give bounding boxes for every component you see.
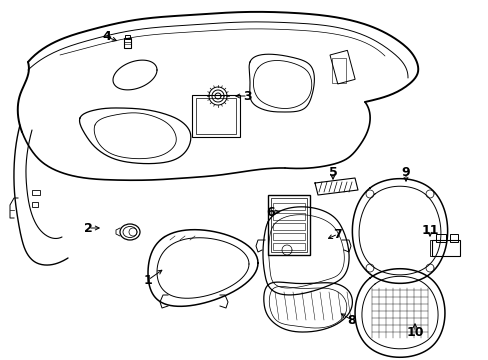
Text: 6: 6 xyxy=(266,206,275,219)
Text: 1: 1 xyxy=(143,274,152,287)
Bar xyxy=(196,98,236,134)
Bar xyxy=(272,213,305,220)
Text: 9: 9 xyxy=(401,166,409,180)
Bar xyxy=(32,190,40,195)
Bar xyxy=(125,35,130,39)
Bar xyxy=(267,195,309,255)
Bar xyxy=(435,234,445,242)
Bar xyxy=(270,198,306,252)
Text: 4: 4 xyxy=(102,31,111,44)
Text: 7: 7 xyxy=(333,228,342,240)
Text: 10: 10 xyxy=(406,325,423,338)
Bar xyxy=(331,58,346,83)
Bar xyxy=(449,234,457,242)
Text: 5: 5 xyxy=(328,166,337,179)
Text: 2: 2 xyxy=(83,221,92,234)
Bar xyxy=(272,233,305,240)
Bar xyxy=(272,223,305,230)
Bar xyxy=(431,240,459,256)
Bar xyxy=(192,95,240,137)
Bar xyxy=(272,203,305,210)
Text: 8: 8 xyxy=(347,314,356,327)
Text: 11: 11 xyxy=(420,224,438,237)
Bar xyxy=(124,38,131,48)
Bar xyxy=(272,243,305,250)
Bar xyxy=(329,50,354,84)
Text: 3: 3 xyxy=(243,90,252,103)
Bar xyxy=(32,202,38,207)
